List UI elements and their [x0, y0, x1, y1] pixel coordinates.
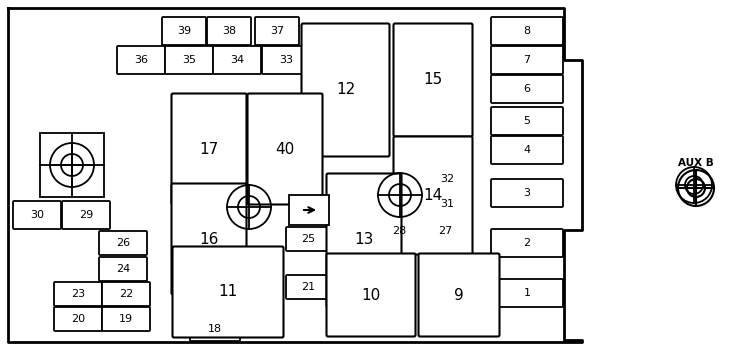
Text: 23: 23: [71, 289, 85, 299]
Text: AUX B: AUX B: [678, 158, 714, 168]
Text: 28: 28: [392, 226, 406, 236]
FancyBboxPatch shape: [286, 275, 330, 299]
Text: 9: 9: [454, 287, 464, 302]
Text: 34: 34: [230, 55, 244, 65]
Text: 11: 11: [218, 285, 238, 300]
FancyBboxPatch shape: [491, 179, 563, 207]
FancyBboxPatch shape: [419, 253, 500, 336]
FancyBboxPatch shape: [491, 107, 563, 135]
FancyBboxPatch shape: [99, 231, 147, 255]
Text: 37: 37: [270, 26, 284, 36]
Text: 20: 20: [71, 314, 85, 324]
FancyBboxPatch shape: [394, 23, 472, 136]
Text: 3: 3: [524, 188, 530, 198]
FancyBboxPatch shape: [172, 93, 247, 204]
Text: 31: 31: [440, 199, 454, 209]
FancyBboxPatch shape: [491, 17, 563, 45]
FancyBboxPatch shape: [162, 17, 206, 45]
Text: 24: 24: [116, 264, 130, 274]
Text: 38: 38: [222, 26, 236, 36]
Text: 4: 4: [524, 145, 530, 155]
FancyBboxPatch shape: [326, 174, 401, 307]
FancyBboxPatch shape: [423, 219, 467, 243]
FancyBboxPatch shape: [262, 46, 310, 74]
Text: 5: 5: [524, 116, 530, 126]
FancyBboxPatch shape: [425, 167, 469, 191]
Bar: [40, 133, 104, 197]
Text: 33: 33: [279, 55, 293, 65]
Text: 1: 1: [524, 288, 530, 298]
Text: 32: 32: [440, 174, 454, 184]
Text: 21: 21: [301, 282, 315, 292]
FancyBboxPatch shape: [102, 307, 150, 331]
FancyBboxPatch shape: [286, 227, 330, 251]
FancyBboxPatch shape: [425, 192, 469, 216]
Text: 2: 2: [524, 238, 530, 248]
Text: 17: 17: [200, 141, 219, 156]
Text: 29: 29: [79, 210, 93, 220]
FancyBboxPatch shape: [172, 246, 284, 337]
FancyBboxPatch shape: [491, 46, 563, 74]
Text: 14: 14: [423, 188, 442, 203]
Text: 26: 26: [116, 238, 130, 248]
Text: 40: 40: [275, 141, 295, 156]
FancyBboxPatch shape: [377, 219, 421, 243]
FancyBboxPatch shape: [54, 282, 102, 306]
FancyBboxPatch shape: [207, 17, 251, 45]
FancyBboxPatch shape: [99, 257, 147, 281]
Bar: [289, 195, 329, 225]
Text: 18: 18: [208, 324, 222, 334]
Text: 6: 6: [524, 84, 530, 94]
FancyBboxPatch shape: [62, 201, 110, 229]
Text: 35: 35: [182, 55, 196, 65]
Text: 10: 10: [362, 287, 380, 302]
FancyBboxPatch shape: [213, 46, 261, 74]
Text: 39: 39: [177, 26, 191, 36]
Text: 27: 27: [438, 226, 452, 236]
FancyBboxPatch shape: [491, 229, 563, 257]
FancyBboxPatch shape: [248, 93, 322, 204]
Text: 36: 36: [134, 55, 148, 65]
Text: 30: 30: [30, 210, 44, 220]
Text: 7: 7: [524, 55, 530, 65]
FancyBboxPatch shape: [172, 183, 247, 294]
Text: 8: 8: [524, 26, 530, 36]
FancyBboxPatch shape: [491, 136, 563, 164]
FancyBboxPatch shape: [102, 282, 150, 306]
FancyBboxPatch shape: [165, 46, 213, 74]
FancyBboxPatch shape: [302, 23, 389, 156]
FancyBboxPatch shape: [394, 136, 472, 254]
FancyBboxPatch shape: [117, 46, 165, 74]
FancyBboxPatch shape: [491, 75, 563, 103]
Text: 16: 16: [200, 231, 219, 246]
Text: 13: 13: [354, 232, 374, 247]
FancyBboxPatch shape: [13, 201, 61, 229]
FancyBboxPatch shape: [491, 279, 563, 307]
FancyBboxPatch shape: [54, 307, 102, 331]
Text: 25: 25: [301, 234, 315, 244]
Text: 22: 22: [118, 289, 134, 299]
Text: 19: 19: [119, 314, 133, 324]
Text: 15: 15: [423, 72, 442, 88]
FancyBboxPatch shape: [255, 17, 299, 45]
FancyBboxPatch shape: [326, 253, 416, 336]
FancyBboxPatch shape: [190, 317, 240, 341]
Text: 12: 12: [336, 83, 356, 98]
